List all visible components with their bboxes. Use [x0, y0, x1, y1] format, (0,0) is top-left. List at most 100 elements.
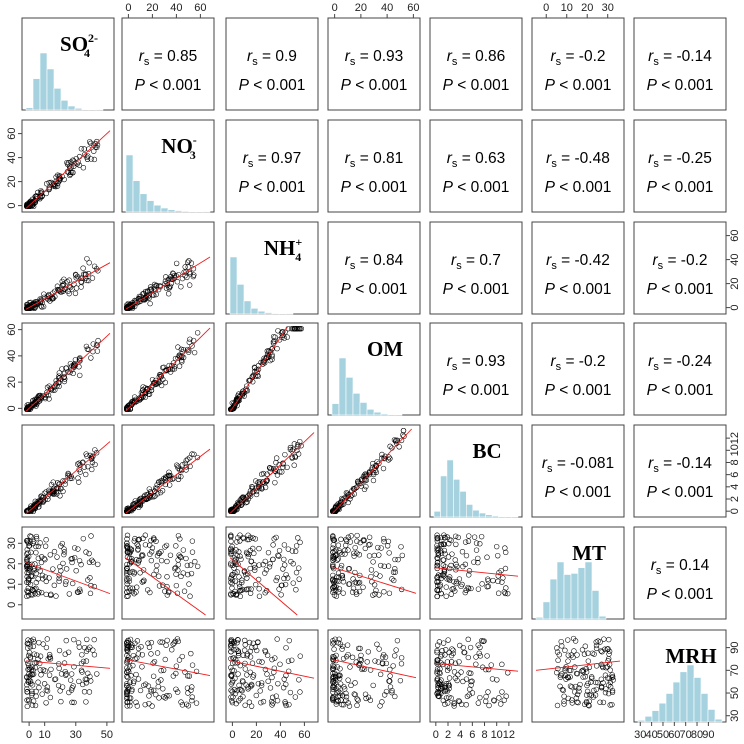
data-point — [331, 646, 337, 652]
data-point — [184, 274, 190, 281]
data-point — [58, 376, 64, 383]
data-point — [173, 571, 179, 577]
data-point — [61, 374, 67, 380]
data-point — [255, 680, 262, 687]
data-point — [125, 674, 131, 681]
data-point — [282, 699, 288, 705]
histogram-bar — [679, 671, 688, 723]
data-point — [167, 366, 173, 372]
data-point — [195, 563, 201, 570]
data-point — [132, 535, 138, 542]
data-point — [84, 636, 90, 643]
data-point — [330, 534, 336, 540]
data-point — [585, 680, 591, 687]
data-point — [274, 574, 281, 581]
data-point — [27, 654, 33, 660]
data-point — [233, 547, 239, 553]
data-point — [607, 702, 613, 708]
data-point — [495, 590, 502, 596]
data-point — [604, 664, 611, 670]
data-point — [38, 589, 45, 596]
data-point — [89, 275, 96, 281]
data-point — [164, 592, 170, 598]
data-point — [330, 545, 336, 551]
data-point — [330, 577, 336, 583]
tick-label: 40 — [6, 350, 18, 362]
data-point — [294, 326, 300, 332]
histogram-bar — [478, 512, 486, 518]
data-point — [591, 651, 597, 657]
data-point — [130, 652, 137, 659]
tick-label: 0 — [26, 729, 32, 741]
data-point — [331, 663, 337, 670]
data-point — [434, 649, 440, 656]
data-point — [145, 640, 151, 646]
data-point — [276, 547, 283, 554]
data-point — [138, 644, 144, 650]
data-point — [330, 563, 336, 569]
data-point — [232, 505, 239, 511]
data-point — [557, 683, 563, 690]
data-point — [561, 693, 567, 699]
rs-value-4-6: rs = -0.14 — [648, 455, 712, 475]
tick-label: 40 — [170, 2, 182, 14]
data-point — [56, 575, 62, 582]
data-point — [47, 694, 54, 701]
data-point — [271, 665, 278, 671]
data-point — [290, 580, 296, 586]
data-point — [61, 549, 68, 555]
data-point — [76, 357, 83, 363]
tick-label: 30 — [602, 2, 614, 14]
rs-value-0-3: rs = 0.93 — [345, 48, 404, 68]
data-point — [90, 647, 96, 653]
rs-value-1-2: rs = 0.97 — [243, 150, 302, 170]
histogram-bar — [542, 601, 551, 620]
data-point — [383, 688, 390, 695]
data-point — [27, 665, 33, 671]
data-point — [267, 685, 274, 691]
data-point — [330, 683, 336, 690]
data-point — [598, 676, 605, 682]
data-point — [341, 684, 347, 690]
data-point — [373, 462, 379, 468]
data-point — [494, 677, 500, 683]
data-point — [345, 499, 351, 506]
data-point — [43, 489, 49, 495]
histogram-bar — [60, 100, 69, 111]
data-point — [84, 256, 90, 262]
data-point — [485, 666, 492, 673]
data-point — [348, 533, 354, 539]
histogram-bar — [491, 515, 499, 518]
data-point — [567, 674, 573, 680]
data-point — [140, 567, 147, 573]
data-point — [456, 698, 462, 704]
data-point — [166, 285, 173, 291]
data-point — [296, 565, 302, 571]
data-point — [33, 543, 39, 550]
data-point — [465, 654, 471, 661]
data-point — [30, 636, 37, 642]
data-point — [184, 346, 191, 353]
data-point — [32, 665, 39, 671]
data-point — [495, 573, 501, 579]
regression-line-6-2 — [229, 660, 315, 679]
data-point — [33, 579, 39, 586]
data-point — [560, 687, 566, 693]
data-point — [86, 260, 92, 266]
data-point — [340, 702, 347, 708]
data-point — [156, 573, 162, 579]
data-point — [245, 532, 251, 538]
data-point — [80, 165, 87, 171]
data-point — [484, 653, 490, 659]
data-point — [441, 541, 448, 548]
data-point — [438, 590, 444, 597]
histogram-bar — [466, 504, 474, 518]
tick-label: 0 — [6, 203, 18, 209]
data-point — [44, 389, 50, 396]
data-point — [228, 508, 234, 514]
data-point — [609, 701, 615, 708]
data-point — [345, 534, 352, 540]
data-point — [276, 462, 282, 468]
histogram-bar — [570, 573, 579, 620]
data-point — [182, 264, 188, 270]
